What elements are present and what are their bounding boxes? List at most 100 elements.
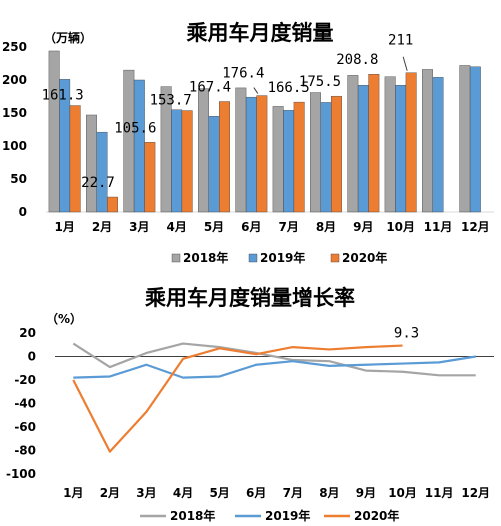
bar-2018年-1月 (48, 50, 60, 213)
line-chart-y-axis: 20 0 -20 -40 -60 -80 -100 (6, 326, 36, 481)
line-y-tick-label-3: -40 (14, 397, 36, 411)
bar-data-label-leader-0 (253, 87, 259, 94)
bar-2020年-7月 (293, 101, 305, 213)
bar-2019年-8月 (320, 102, 332, 213)
bar-data-label-6: 166.5 (268, 80, 310, 96)
line-x-tick-label-5: 6月 (246, 486, 266, 500)
bar-2019年-3月 (133, 79, 145, 213)
line-legend-label-2: 2020年 (354, 508, 399, 523)
line-chart: 乘用车月度销量增长率 （%） 20 0 -20 -40 -60 -80 -100 9.3 1… (6, 286, 494, 523)
bar-2018年-9月 (347, 75, 359, 213)
bar-2020年-10月 (405, 72, 417, 213)
line-chart-data-labels: 9.3 (394, 326, 419, 342)
bar-y-tick-label-2: 100 (2, 139, 27, 153)
bar-data-label-1: 22.7 (81, 175, 115, 191)
bar-chart-title: 乘用车月度销量 (186, 21, 334, 45)
bar-legend-swatch-0 (171, 253, 181, 263)
line-legend-label-1: 2019年 (265, 508, 310, 523)
bar-x-tick-label-9: 10月 (386, 220, 415, 234)
bar-legend-swatch-2 (330, 253, 340, 263)
bar-y-tick-label-3: 150 (2, 106, 27, 120)
bar-data-label-0: 161.3 (42, 88, 84, 104)
line-series-2019年 (73, 355, 476, 379)
bar-2019年-10月 (395, 85, 407, 213)
bar-2020年-1月 (69, 105, 81, 213)
bar-2020年-8月 (331, 95, 342, 213)
bar-2019年-4月 (171, 109, 183, 213)
line-x-tick-label-6: 7月 (283, 486, 303, 500)
line-x-tick-label-7: 8月 (319, 486, 339, 500)
bar-2019年-2月 (96, 131, 108, 213)
bar-2018年-8月 (310, 92, 321, 213)
line-y-tick-label-6: -100 (6, 467, 36, 481)
line-x-tick-label-8: 9月 (356, 486, 376, 500)
line-chart-legend: 2018年 2019年 2020年 (140, 508, 399, 523)
line-chart-x-axis: 1月 2月 3月 4月 5月 6月 7月 8月 9月 10月 11月 12月 (63, 486, 490, 500)
bar-2018年-12月 (459, 65, 471, 213)
bar-data-label-9: 211 (388, 33, 413, 49)
bar-y-tick-label-0: 0 (19, 205, 27, 219)
bar-data-label-7: 175.5 (299, 74, 341, 90)
bar-x-tick-label-7: 8月 (316, 220, 336, 234)
bar-legend-label-0: 2018年 (183, 250, 228, 265)
line-y-tick-label-1: 0 (28, 350, 36, 364)
bar-2018年-2月 (86, 114, 97, 213)
line-y-tick-label-2: -20 (14, 373, 36, 387)
line-x-tick-label-1: 2月 (100, 486, 120, 500)
line-x-tick-label-0: 1月 (63, 486, 83, 500)
line-series-2018年 (72, 342, 476, 377)
bar-2019年-7月 (283, 110, 295, 213)
line-chart-unit-label: （%） (46, 311, 82, 326)
line-legend-label-0: 2018年 (170, 508, 215, 523)
bar-chart-y-axis: 0 50 100 150 200 250 (2, 40, 27, 219)
bar-y-tick-label-5: 250 (2, 40, 27, 54)
bar-chart-unit-label: （万辆） (44, 30, 92, 45)
bar-x-tick-label-1: 2月 (92, 220, 112, 234)
bar-2018年-3月 (123, 69, 135, 213)
bar-2018年-7月 (272, 106, 284, 213)
bar-x-tick-label-3: 4月 (166, 220, 186, 234)
line-x-tick-label-11: 12月 (461, 486, 490, 500)
bar-2019年-9月 (357, 85, 369, 213)
bar-data-label-8: 208.8 (336, 52, 378, 68)
bar-2020年-9月 (368, 73, 380, 213)
bar-x-tick-label-2: 3月 (129, 220, 149, 234)
line-chart-title: 乘用车月度销量增长率 (144, 286, 355, 310)
bar-data-label-3: 153.7 (150, 93, 192, 109)
bar-x-tick-label-6: 7月 (278, 220, 298, 234)
line-data-label-0: 9.3 (394, 326, 419, 342)
bar-legend-label-2: 2020年 (342, 250, 387, 265)
bar-data-label-leader-1 (402, 56, 408, 71)
line-x-tick-label-4: 5月 (209, 486, 229, 500)
bar-2020年-5月 (219, 101, 230, 213)
line-series-2020年 (72, 344, 403, 453)
bar-data-label-5: 176.4 (222, 66, 264, 82)
bar-2019年-6月 (245, 96, 257, 213)
bar-2020年-3月 (144, 142, 156, 213)
bar-y-tick-label-1: 50 (10, 172, 27, 186)
line-x-tick-label-2: 3月 (136, 486, 156, 500)
line-y-tick-label-4: -60 (14, 420, 36, 434)
bar-2019年-5月 (208, 116, 220, 213)
bar-x-tick-label-11: 12月 (461, 220, 490, 234)
bar-legend-label-1: 2019年 (260, 250, 305, 265)
line-y-tick-label-0: 20 (19, 326, 36, 340)
bar-data-label-2: 105.6 (114, 120, 156, 136)
bar-2018年-10月 (384, 76, 396, 213)
bar-x-tick-label-0: 1月 (54, 220, 74, 234)
bar-data-label-4: 167.4 (189, 80, 231, 96)
bar-2019年-12月 (469, 66, 481, 213)
bar-y-tick-label-4: 200 (2, 73, 27, 87)
bar-chart-bars (48, 50, 481, 213)
bar-2020年-6月 (256, 95, 268, 213)
bar-legend-swatch-1 (248, 253, 258, 263)
bar-2018年-5月 (198, 88, 209, 213)
line-chart-series (72, 342, 476, 453)
line-x-tick-label-10: 11月 (425, 486, 454, 500)
bar-2020年-4月 (181, 110, 193, 213)
line-x-tick-label-9: 10月 (388, 486, 417, 500)
bar-2020年-2月 (107, 196, 118, 213)
bar-x-tick-label-4: 5月 (204, 220, 224, 234)
